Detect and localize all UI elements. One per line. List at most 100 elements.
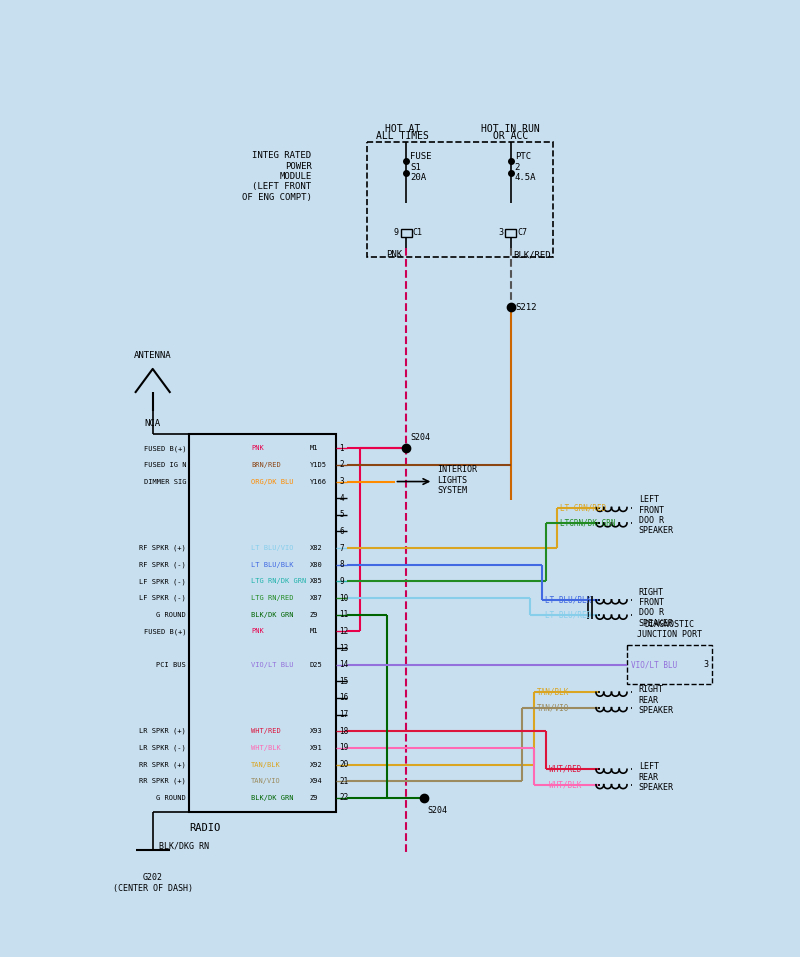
Text: RIGHT
REAR
SPEAKER: RIGHT REAR SPEAKER [638,685,674,715]
Text: LT BLU/VIO: LT BLU/VIO [251,545,294,551]
Text: G ROUND: G ROUND [156,612,186,617]
Text: M1: M1 [310,445,318,452]
Text: HOT AT: HOT AT [385,123,420,134]
Text: FUSE
S1
20A: FUSE S1 20A [410,152,431,182]
Text: LR SPKR (-): LR SPKR (-) [139,745,186,751]
Text: LTG RN/DK GRN: LTG RN/DK GRN [251,578,306,585]
Text: 7: 7 [339,544,344,552]
Text: 6: 6 [339,527,344,536]
Text: 3: 3 [498,228,503,237]
Text: D25: D25 [310,661,322,668]
Text: VIO/LT BLU: VIO/LT BLU [251,661,294,668]
Text: OR ACC: OR ACC [493,131,528,142]
Text: 9: 9 [339,577,344,586]
Text: BLK/DKG RN: BLK/DKG RN [159,842,209,851]
Text: TAN/BLK: TAN/BLK [537,688,570,697]
Text: BRN/RED: BRN/RED [251,462,281,468]
Text: FUSED B(+): FUSED B(+) [143,628,186,634]
Text: Y166: Y166 [310,478,327,484]
Text: BLK/DK GRN: BLK/DK GRN [251,612,294,617]
Text: X93: X93 [310,728,322,734]
Text: LEFT
FRONT
DOO R
SPEAKER: LEFT FRONT DOO R SPEAKER [638,495,674,535]
Text: X94: X94 [310,778,322,784]
Text: INTEG RATED
POWER
MODULE
(LEFT FRONT
OF ENG COMPT): INTEG RATED POWER MODULE (LEFT FRONT OF … [242,151,311,202]
Bar [189,434,336,812]
Text: ORG/DK BLU: ORG/DK BLU [251,478,294,484]
Text: PNK: PNK [251,445,264,452]
Text: LT BLU/BLK: LT BLU/BLK [251,562,294,568]
Text: S204: S204 [410,434,430,442]
Bar [506,229,516,236]
Text: S204: S204 [427,806,447,814]
Text: Z9: Z9 [310,795,318,801]
Text: LTGRN/DK GRN: LTGRN/DK GRN [560,519,616,527]
Text: WHT/BLK: WHT/BLK [549,780,581,790]
Text: X82: X82 [310,545,322,551]
Text: X85: X85 [310,578,322,585]
Text: LT BLU/BLK: LT BLU/BLK [545,595,591,605]
Text: BLK/DK GRN: BLK/DK GRN [251,795,294,801]
Text: 13: 13 [339,643,349,653]
Text: FUSED IG N: FUSED IG N [143,462,186,468]
Text: RIGHT
FRONT
DOO R
SPEAKER: RIGHT FRONT DOO R SPEAKER [638,588,674,628]
Text: TAN/VIO: TAN/VIO [537,703,570,712]
Text: RF SPKR (+): RF SPKR (+) [139,545,186,551]
Text: PNK: PNK [386,251,402,259]
Text: BLK/RED: BLK/RED [513,251,550,259]
Text: 5: 5 [339,510,344,520]
Text: 15: 15 [339,677,349,686]
Text: 12: 12 [339,627,349,635]
Text: FUSED B(+): FUSED B(+) [143,445,186,452]
Text: Y1D5: Y1D5 [310,462,327,468]
Text: M1: M1 [310,629,318,634]
Text: WHT/BLK: WHT/BLK [251,745,281,751]
Bar [367,142,554,257]
Text: G ROUND: G ROUND [156,795,186,801]
Text: 10: 10 [339,593,349,603]
Text: S212: S212 [515,302,537,312]
Text: X92: X92 [310,762,322,768]
Text: 18: 18 [339,726,349,736]
Text: PCI BUS: PCI BUS [156,661,186,668]
Text: X80: X80 [310,562,322,568]
Text: DIAGNOSTIC
JUNCTION PORT: DIAGNOSTIC JUNCTION PORT [637,620,702,639]
Text: LR SPKR (+): LR SPKR (+) [139,728,186,734]
Text: 19: 19 [339,744,349,752]
Bar [627,645,712,684]
Text: 17: 17 [339,710,349,719]
Text: 22: 22 [339,793,349,802]
Text: C7: C7 [517,228,527,237]
Text: INTERIOR
LIGHTS
SYSTEM: INTERIOR LIGHTS SYSTEM [437,465,477,495]
Text: G202
(CENTER OF DASH): G202 (CENTER OF DASH) [113,874,193,893]
Text: LT GRN/RED: LT GRN/RED [560,503,606,512]
Text: TAN/VIO: TAN/VIO [251,778,281,784]
Text: VIO/LT BLU: VIO/LT BLU [631,660,677,669]
Text: PNK: PNK [251,629,264,634]
Text: DIMMER SIG: DIMMER SIG [143,478,186,484]
Text: 16: 16 [339,694,349,702]
Text: X91: X91 [310,745,322,751]
Text: WHT/RED: WHT/RED [549,765,581,774]
Text: 11: 11 [339,611,349,619]
Text: RR SPKR (+): RR SPKR (+) [139,761,186,768]
Text: 2: 2 [339,460,344,469]
Text: 21: 21 [339,777,349,786]
Text: LF SPKR (-): LF SPKR (-) [139,595,186,601]
Text: LEFT
REAR
SPEAKER: LEFT REAR SPEAKER [638,762,674,792]
Text: ANTENNA: ANTENNA [134,350,171,360]
Text: 20: 20 [339,760,349,769]
Text: RADIO: RADIO [189,823,220,834]
Text: RF SPKR (-): RF SPKR (-) [139,562,186,568]
Text: PTC
2
4.5A: PTC 2 4.5A [514,152,536,182]
Text: 14: 14 [339,660,349,669]
Text: LTG RN/RED: LTG RN/RED [251,595,294,601]
Text: NCA: NCA [145,419,161,428]
Text: 1: 1 [339,444,344,453]
Text: RR SPKR (+): RR SPKR (+) [139,778,186,785]
Text: Z9: Z9 [310,612,318,617]
Text: 4: 4 [339,494,344,502]
Text: X87: X87 [310,595,322,601]
Text: TAN/BLK: TAN/BLK [251,762,281,768]
Text: WHT/RED: WHT/RED [251,728,281,734]
Text: 3: 3 [703,660,709,669]
